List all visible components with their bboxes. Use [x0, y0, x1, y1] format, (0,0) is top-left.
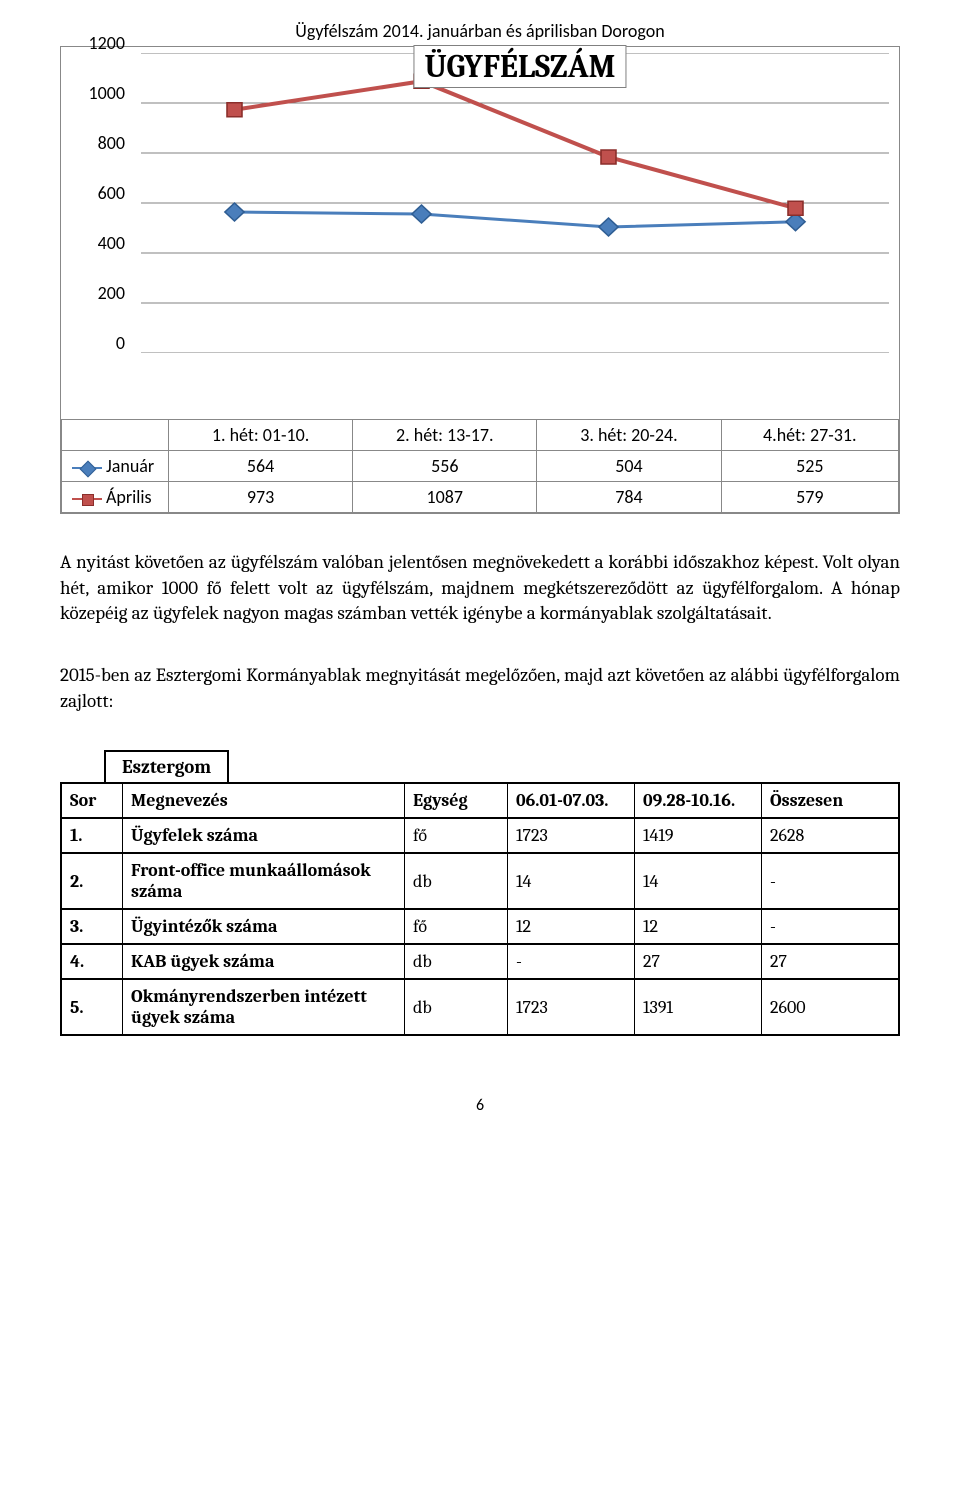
chart-data-table: 1. hét: 01-10.2. hét: 13-17.3. hét: 20-2… — [61, 419, 899, 513]
series-legend-cell: Január — [62, 451, 169, 482]
series-value: 564 — [169, 451, 353, 482]
cell-sum: - — [762, 909, 900, 944]
series-legend-cell: Április — [62, 482, 169, 513]
cell-sor: 1. — [61, 818, 123, 853]
cell-p1: 1723 — [508, 979, 635, 1035]
esztergom-table: Sor Megnevezés Egység 06.01-07.03. 09.28… — [60, 782, 900, 1036]
document-page: Ügyfélszám 2014. januárban és áprilisban… — [0, 0, 960, 1155]
col-osszesen: Összesen — [762, 783, 900, 818]
table-row: 2.Front-office munkaállomások számadb141… — [61, 853, 899, 909]
col-megnevezes: Megnevezés — [123, 783, 405, 818]
table-row: 5.Okmányrendszerben intézett ügyek száma… — [61, 979, 899, 1035]
cell-name: Front-office munkaállomások száma — [123, 853, 405, 909]
category-label: 1. hét: 01-10. — [169, 420, 353, 451]
series-row: Április 9731087784579 — [62, 482, 899, 513]
cell-p2: 27 — [635, 944, 762, 979]
series-value: 973 — [169, 482, 353, 513]
cell-unit: db — [405, 979, 508, 1035]
cell-p1: 12 — [508, 909, 635, 944]
series-row: Január 564556504525 — [62, 451, 899, 482]
table-row: 3.Ügyintézők számafő1212- — [61, 909, 899, 944]
col-period1: 06.01-07.03. — [508, 783, 635, 818]
cell-p2: 12 — [635, 909, 762, 944]
cell-sum: 2628 — [762, 818, 900, 853]
cell-p2: 1391 — [635, 979, 762, 1035]
chart-container: 120010008006004002000 ÜGYFÉLSZÁM 1. hét:… — [60, 46, 900, 514]
paragraph-1: A nyitást követően az ügyfélszám valóban… — [60, 550, 900, 627]
y-tick-label: 0 — [61, 353, 133, 403]
col-sor: Sor — [61, 783, 123, 818]
cell-p1: 1723 — [508, 818, 635, 853]
series-value: 579 — [721, 482, 898, 513]
cell-name: KAB ügyek száma — [123, 944, 405, 979]
category-label: 4.hét: 27-31. — [721, 420, 898, 451]
cell-sum: 27 — [762, 944, 900, 979]
table-row: 1.Ügyfelek számafő172314192628 — [61, 818, 899, 853]
cell-p2: 1419 — [635, 818, 762, 853]
cell-unit: fő — [405, 909, 508, 944]
cell-sor: 2. — [61, 853, 123, 909]
series-value: 784 — [537, 482, 721, 513]
paragraph-2: 2015-ben az Esztergomi Kormányablak megn… — [60, 663, 900, 714]
chart-legend-title: ÜGYFÉLSZÁM — [413, 45, 626, 88]
esztergom-table-wrap: Esztergom Sor Megnevezés Egység 06.01-07… — [60, 750, 900, 1036]
cell-unit: db — [405, 853, 508, 909]
cell-sor: 3. — [61, 909, 123, 944]
series-value: 504 — [537, 451, 721, 482]
cell-p1: 14 — [508, 853, 635, 909]
col-period2: 09.28-10.16. — [635, 783, 762, 818]
cell-name: Ügyfelek száma — [123, 818, 405, 853]
y-axis-labels: 120010008006004002000 — [61, 53, 141, 403]
cell-unit: db — [405, 944, 508, 979]
page-number: 6 — [60, 1096, 900, 1115]
cell-sum: - — [762, 853, 900, 909]
series-value: 525 — [721, 451, 898, 482]
series-name: Január — [106, 455, 154, 477]
category-label: 3. hét: 20-24. — [537, 420, 721, 451]
series-value: 1087 — [353, 482, 537, 513]
category-label: 2. hét: 13-17. — [353, 420, 537, 451]
cell-unit: fő — [405, 818, 508, 853]
cell-sor: 5. — [61, 979, 123, 1035]
chart-plot-area — [141, 53, 889, 353]
diamond-marker-icon — [72, 463, 102, 473]
cell-p1: - — [508, 944, 635, 979]
chart-svg — [141, 53, 889, 353]
col-egyseg: Egység — [405, 783, 508, 818]
square-marker-icon — [72, 494, 102, 504]
table-site-name: Esztergom — [104, 750, 229, 782]
series-name: Április — [106, 486, 152, 508]
cell-sum: 2600 — [762, 979, 900, 1035]
cell-p2: 14 — [635, 853, 762, 909]
table-row: 4.KAB ügyek számadb-2727 — [61, 944, 899, 979]
chart-title: Ügyfélszám 2014. januárban és áprilisban… — [60, 20, 900, 42]
cell-name: Ügyintézők száma — [123, 909, 405, 944]
series-value: 556 — [353, 451, 537, 482]
cell-sor: 4. — [61, 944, 123, 979]
cell-name: Okmányrendszerben intézett ügyek száma — [123, 979, 405, 1035]
